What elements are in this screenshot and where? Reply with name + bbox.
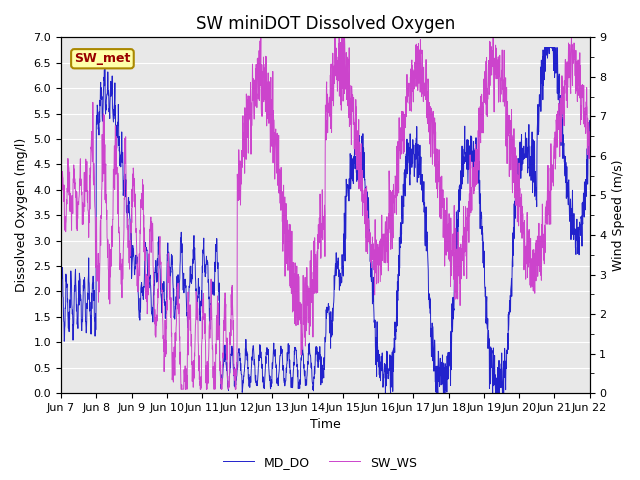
MD_DO (205, 277, 212, 283)
Line: MD_DO: MD_DO (61, 48, 589, 393)
Title: SW miniDOT Dissolved Oxygen: SW miniDOT Dissolved Oxygen (196, 15, 455, 33)
Line: SW_WS: SW_WS (61, 37, 589, 389)
SW_WS (57, 197, 65, 203)
SW_WS (177, 386, 185, 392)
Legend: MD_DO, SW_WS: MD_DO, SW_WS (218, 451, 422, 474)
MD_DO (540, 47, 547, 53)
Y-axis label: Wind Speed (m/s): Wind Speed (m/s) (612, 159, 625, 271)
MD_DO (381, 390, 389, 396)
Text: SW_met: SW_met (74, 52, 131, 65)
Y-axis label: Dissolved Oxygen (mg/l): Dissolved Oxygen (mg/l) (15, 138, 28, 292)
MD_DO (340, 210, 348, 216)
MD_DO (479, 236, 486, 241)
SW_WS (586, 156, 593, 161)
SW_WS (205, 353, 212, 359)
MD_DO (541, 45, 548, 50)
MD_DO (352, 160, 360, 166)
SW_WS (353, 104, 360, 110)
SW_WS (540, 231, 547, 237)
MD_DO (554, 89, 562, 95)
SW_WS (554, 123, 562, 129)
MD_DO (586, 118, 593, 123)
SW_WS (341, 42, 349, 48)
MD_DO (57, 295, 65, 301)
SW_WS (479, 130, 487, 136)
SW_WS (257, 35, 265, 40)
X-axis label: Time: Time (310, 419, 340, 432)
